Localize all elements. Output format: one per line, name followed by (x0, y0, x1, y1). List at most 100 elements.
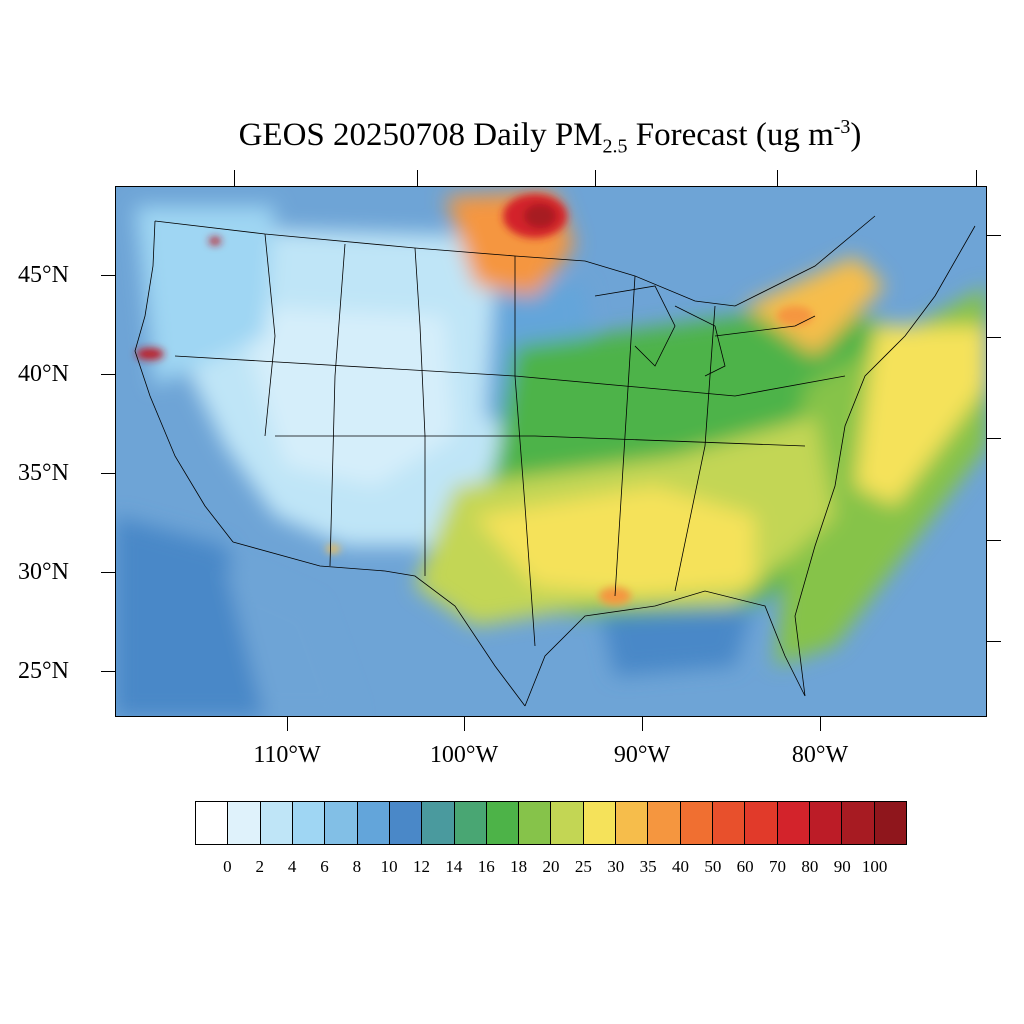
colorbar-swatch (260, 802, 293, 844)
title-superscript: -3 (833, 116, 851, 138)
colorbar-swatch (551, 802, 584, 844)
gulf-of-california (225, 566, 355, 717)
right-tick-2 (987, 337, 1001, 338)
right-tick-5 (987, 641, 1001, 642)
colorbar-label: 40 (671, 857, 689, 876)
right-tick-4 (987, 540, 1001, 541)
colorbar-label: 70 (769, 857, 787, 876)
colorbar-label: 18 (510, 857, 528, 876)
colorbar-swatch (680, 802, 713, 844)
colorbar-swatch (842, 802, 875, 844)
top-tick-5 (976, 170, 977, 186)
lon-label-80w: 80°W (791, 742, 849, 768)
left-tick-3 (101, 473, 115, 474)
new-york-hotspot (777, 306, 813, 326)
colorbar-label: 20 (542, 857, 560, 876)
colorbar-swatch (228, 802, 261, 844)
bottom-tick-3 (642, 717, 643, 731)
colorbar-swatch (648, 802, 681, 844)
lon-label-110w: 110°W (253, 742, 321, 768)
colorbar-swatch (422, 802, 455, 844)
canada-fire-core (524, 204, 556, 228)
state-line-4 (514, 256, 536, 647)
west-coast (134, 220, 234, 543)
lon-label-90w: 90°W (613, 742, 671, 768)
colorbar-label: 100 (861, 857, 888, 876)
colorbar-label: 60 (736, 857, 754, 876)
colorbar-swatch (777, 802, 810, 844)
lat-label-25: 25°N (18, 658, 69, 684)
colorbar-label: 10 (380, 857, 398, 876)
state-line-5 (174, 355, 846, 397)
top-tick-4 (777, 170, 778, 186)
state-line-8 (674, 305, 716, 592)
right-tick-1 (987, 235, 1001, 236)
south-high-yellow (475, 486, 755, 596)
pm25-concentration-field (115, 191, 987, 717)
colorbar-swatch (389, 802, 423, 844)
left-tick-4 (101, 572, 115, 573)
colorbar-swatch (325, 802, 358, 844)
colorbar-label: 2 (255, 857, 264, 876)
bottom-tick-2 (464, 717, 465, 731)
gulf-coast (524, 590, 806, 707)
northwest-light-blue (135, 206, 275, 386)
colorbar-label: 8 (352, 857, 362, 876)
state-line-7 (614, 275, 636, 597)
colorbar-label: 0 (223, 857, 232, 876)
colorbar-label: 6 (320, 857, 329, 876)
left-tick-2 (101, 374, 115, 375)
title-text-units: Forecast (ug m (627, 117, 834, 153)
west-very-clean-region (235, 306, 455, 486)
pm25-hotspots (136, 194, 813, 605)
new-mexico-hotspot (326, 545, 340, 553)
bottom-tick-4 (820, 717, 821, 731)
lat-label-40: 40°N (18, 361, 69, 387)
boundaries (134, 215, 976, 707)
colorbar-swatch (713, 802, 746, 844)
state-line-3 (414, 247, 426, 576)
colorbar-swatch (583, 802, 617, 844)
colorbar (195, 801, 907, 845)
state-line-2 (329, 243, 346, 567)
idaho-fire-hotspot (209, 237, 221, 245)
colorbar-swatch (196, 802, 229, 844)
colorbar-label: 80 (801, 857, 819, 876)
colorbar-label: 35 (639, 857, 657, 876)
left-tick-5 (101, 671, 115, 672)
colorbar-swatch (519, 802, 552, 844)
colorbar-label: 90 (833, 857, 851, 876)
top-tick-3 (595, 170, 596, 186)
colorbar-swatch (616, 802, 649, 844)
colorbar-label: 12 (413, 857, 431, 876)
colorbar-label: 16 (477, 857, 495, 876)
top-tick-1 (234, 170, 235, 186)
lat-label-45: 45°N (18, 262, 69, 288)
colorbar-swatch (809, 802, 843, 844)
map-title: GEOS 20250708 Daily PM2.5 Forecast (ug m… (0, 116, 1024, 159)
colorbar-swatch (486, 802, 520, 844)
colorbar-swatch (292, 802, 326, 844)
state-line-1 (264, 233, 276, 437)
atlantic-yellow-plume (855, 326, 987, 506)
colorbar-label: 25 (574, 857, 592, 876)
colorbar-label: 4 (287, 857, 297, 876)
colorbar-swatch (357, 802, 390, 844)
right-tick-3 (987, 438, 1001, 439)
lat-label-35: 35°N (18, 460, 69, 486)
us-mexico-border (232, 541, 526, 707)
title-close-paren: ) (850, 117, 862, 153)
lon-label-100w: 100°W (429, 742, 499, 768)
us-canada-border (154, 215, 876, 307)
colorbar-label: 50 (704, 857, 722, 876)
pacific-blue (115, 516, 295, 717)
bottom-tick-1 (287, 717, 288, 731)
east-coast (794, 225, 976, 697)
northeast-smoke-plume (745, 256, 885, 356)
lat-label-30: 30°N (18, 559, 69, 585)
top-tick-2 (417, 170, 418, 186)
left-tick-1 (101, 275, 115, 276)
colorbar-swatch (454, 802, 487, 844)
title-text-main: GEOS 20250708 Daily PM (238, 117, 603, 153)
